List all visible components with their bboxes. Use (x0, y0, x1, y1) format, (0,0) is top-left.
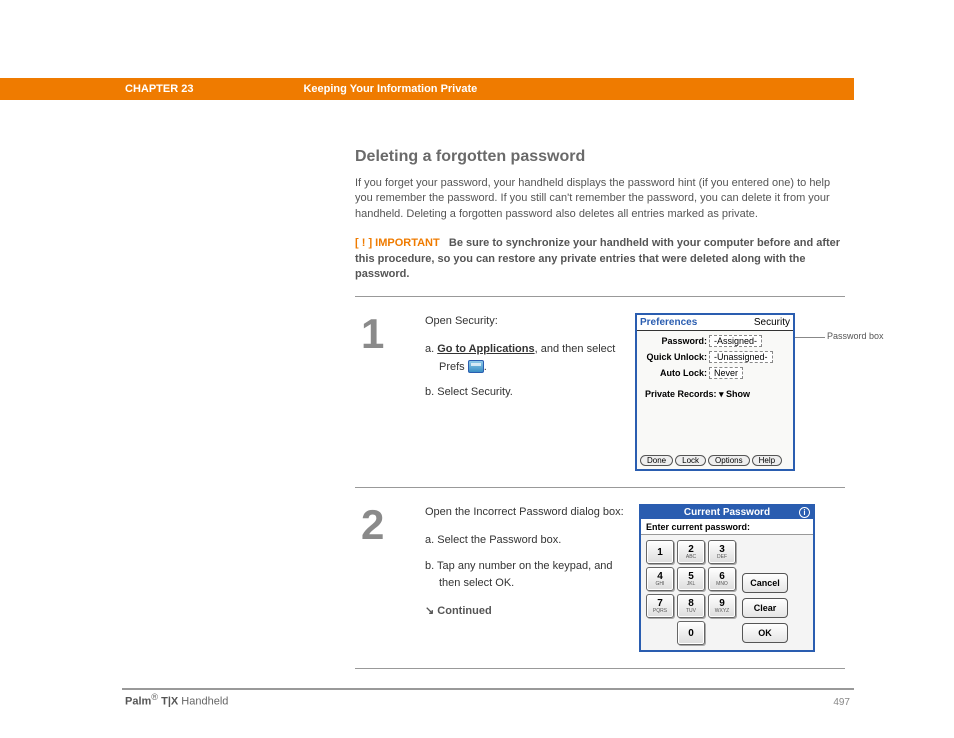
brand-name: Palm (125, 696, 151, 708)
key-3[interactable]: 3DEF (708, 540, 736, 564)
model-name: T|X (161, 696, 178, 708)
step-sub-a: a. Go to Applications, and then select P… (425, 341, 635, 376)
step-sub-b: b. Tap any number on the keypad, and the… (425, 558, 635, 593)
key-6[interactable]: 6MNO (708, 567, 736, 591)
chapter-title: Keeping Your Information Private (303, 83, 477, 95)
prefs-title-right: Security (754, 317, 790, 328)
prefs-screenshot-area: Preferences Security Password: -Assigned… (635, 313, 845, 471)
pwd-dialog-title: Current Password i (641, 506, 813, 519)
password-box[interactable]: -Assigned- (709, 335, 762, 347)
prefs-row-password: Password: -Assigned- (641, 335, 789, 347)
prefs-titlebar: Preferences Security (637, 315, 793, 331)
cancel-button[interactable]: Cancel (742, 573, 788, 593)
footer-rule (122, 688, 854, 690)
info-icon[interactable]: i (799, 507, 810, 518)
steps-container: 1 Open Security: a. Go to Applications, … (355, 296, 845, 669)
prefs-icon (468, 360, 484, 373)
go-to-applications-link[interactable]: Go to Applications (437, 343, 534, 355)
step-lead: Open Security: (425, 313, 635, 331)
chapter-number: CHAPTER 23 (125, 83, 193, 95)
section-title: Deleting a forgotten password (355, 148, 845, 166)
key-5[interactable]: 5JKL (677, 567, 705, 591)
callout-label: Password box (827, 331, 884, 341)
key-4[interactable]: 4GHI (646, 567, 674, 591)
step-number: 1 (355, 313, 425, 471)
password-dialog-screenshot: Current Password i Enter current passwor… (639, 504, 815, 652)
help-button[interactable]: Help (752, 455, 782, 466)
prefs-row-autolock: Auto Lock: Never (641, 367, 789, 379)
step-lead: Open the Incorrect Password dialog box: (425, 504, 635, 522)
main-content: Deleting a forgotten password If you for… (355, 148, 845, 669)
step-row-1: 1 Open Security: a. Go to Applications, … (355, 297, 845, 488)
prefs-body: Password: -Assigned- Quick Unlock: -Unas… (637, 331, 793, 404)
key-2[interactable]: 2ABC (677, 540, 705, 564)
important-tag: [ ! ] IMPORTANT (355, 237, 440, 249)
prefs-row-quickunlock: Quick Unlock: -Unassigned- (641, 351, 789, 363)
key-9[interactable]: 9WXYZ (708, 594, 736, 618)
numeric-keypad: 1 2ABC 3DEF 4GHI 5JKL 6MNO 7PQRS 8TUV 9W… (646, 540, 736, 645)
callout-line (795, 337, 825, 338)
ok-button[interactable]: OK (742, 623, 788, 643)
step-instructions: Open Security: a. Go to Applications, an… (425, 313, 635, 471)
step-instructions: Open the Incorrect Password dialog box: … (425, 504, 635, 652)
keypad-side-buttons: Cancel Clear OK (742, 540, 788, 645)
private-records[interactable]: Private Records: ▾ Show (641, 389, 789, 400)
keypad-zone: 1 2ABC 3DEF 4GHI 5JKL 6MNO 7PQRS 8TUV 9W… (641, 535, 813, 650)
done-button[interactable]: Done (640, 455, 673, 466)
options-button[interactable]: Options (708, 455, 750, 466)
prefs-footer: Done Lock Options Help (640, 455, 790, 466)
clear-button[interactable]: Clear (742, 598, 788, 618)
product-type: Handheld (178, 696, 228, 708)
pwd-instruction: Enter current password: (641, 519, 813, 535)
step-row-2: 2 Open the Incorrect Password dialog box… (355, 488, 845, 669)
page-number: 497 (833, 697, 850, 708)
prefs-title-left: Preferences (640, 317, 697, 328)
key-7[interactable]: 7PQRS (646, 594, 674, 618)
pwd-screenshot-area: Current Password i Enter current passwor… (635, 504, 845, 652)
step-number: 2 (355, 504, 425, 652)
intro-paragraph: If you forget your password, your handhe… (355, 176, 845, 222)
footer-product: Palm® T|X Handheld (125, 692, 228, 708)
key-1[interactable]: 1 (646, 540, 674, 564)
lock-button[interactable]: Lock (675, 455, 706, 466)
chapter-header-bar: CHAPTER 23 Keeping Your Information Priv… (0, 78, 854, 100)
key-0[interactable]: 0 (677, 621, 705, 645)
continued-label: Continued (425, 603, 635, 621)
important-note: [ ! ] IMPORTANT Be sure to synchronize y… (355, 236, 845, 282)
step-sub-a: a. Select the Password box. (425, 532, 635, 550)
preferences-screenshot: Preferences Security Password: -Assigned… (635, 313, 795, 471)
key-8[interactable]: 8TUV (677, 594, 705, 618)
step-sub-b: b. Select Security. (425, 384, 635, 402)
